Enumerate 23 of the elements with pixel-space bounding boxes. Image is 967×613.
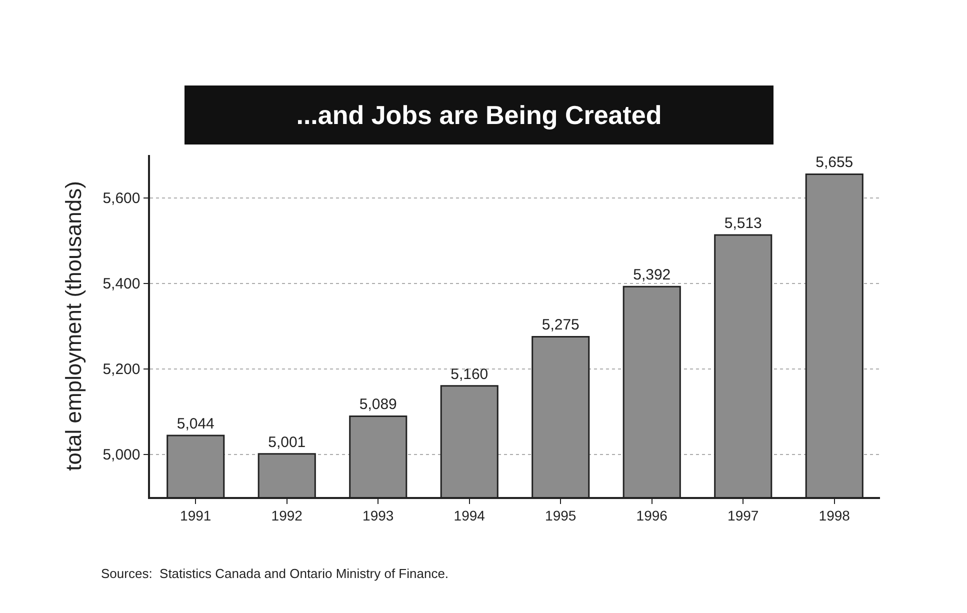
- x-tick-label: 1997: [728, 508, 759, 524]
- x-tick-label: 1998: [818, 508, 850, 524]
- x-tick-label: 1995: [545, 508, 576, 524]
- x-tick-label: 1992: [271, 508, 303, 524]
- x-tick-label: 1996: [636, 508, 668, 524]
- y-tick-label: 5,400: [102, 276, 140, 292]
- chart-title: ...and Jobs are Being Created: [296, 100, 662, 130]
- data-label: 5,655: [816, 154, 854, 172]
- data-label: 5,392: [633, 266, 671, 284]
- x-tick-label: 1994: [454, 508, 486, 524]
- data-label: 5,089: [359, 396, 397, 414]
- source-note: Sources: Statistics Canada and Ontario Ministry of Finance.: [101, 566, 449, 581]
- y-axis-title: total employment (thousands): [61, 181, 86, 471]
- data-label: 5,160: [450, 366, 488, 383]
- y-tick-label: 5,000: [102, 446, 140, 464]
- data-label: 5,275: [542, 316, 580, 334]
- x-tick-label: 1993: [362, 508, 394, 524]
- y-tick-label: 5,200: [102, 361, 140, 378]
- data-label: 5,001: [268, 434, 306, 451]
- y-tick-label: 5,600: [102, 190, 140, 207]
- data-label: 5,044: [176, 415, 214, 432]
- data-label: 5,513: [724, 214, 762, 232]
- x-tick-label: 1991: [180, 508, 212, 524]
